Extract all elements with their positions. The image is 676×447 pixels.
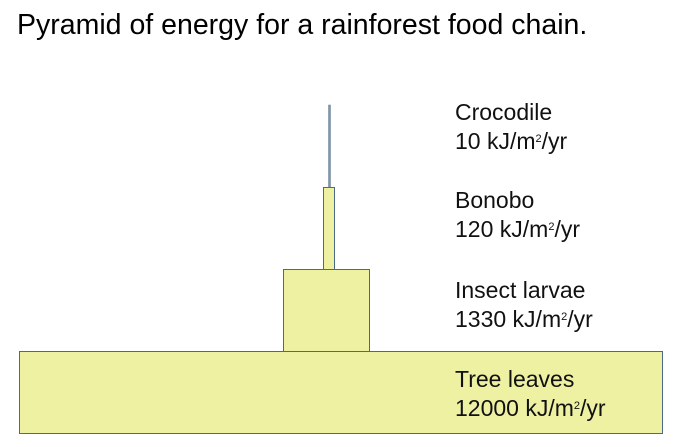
- label-tree-leaves: Tree leaves 12000 kJ/m2/yr: [455, 365, 606, 423]
- bar-tree-leaves: [19, 351, 663, 434]
- organism-name: Tree leaves: [455, 366, 575, 392]
- organism-name: Insect larvae: [455, 277, 586, 303]
- bar-insect-larvae: [283, 269, 370, 352]
- label-insect-larvae: Insect larvae 1330 kJ/m2/yr: [455, 276, 593, 334]
- page-title: Pyramid of energy for a rainforest food …: [17, 9, 588, 41]
- energy-value: 1330 kJ/m2/yr: [455, 306, 593, 332]
- bar-crocodile: [328, 104, 331, 188]
- label-bonobo: Bonobo 120 kJ/m2/yr: [455, 186, 580, 244]
- organism-name: Bonobo: [455, 187, 535, 213]
- energy-value: 10 kJ/m2/yr: [455, 128, 568, 154]
- label-crocodile: Crocodile 10 kJ/m2/yr: [455, 98, 567, 156]
- energy-value: 120 kJ/m2/yr: [455, 216, 581, 242]
- energy-value: 12000 kJ/m2/yr: [455, 395, 606, 421]
- organism-name: Crocodile: [455, 99, 553, 125]
- bar-bonobo: [323, 187, 335, 270]
